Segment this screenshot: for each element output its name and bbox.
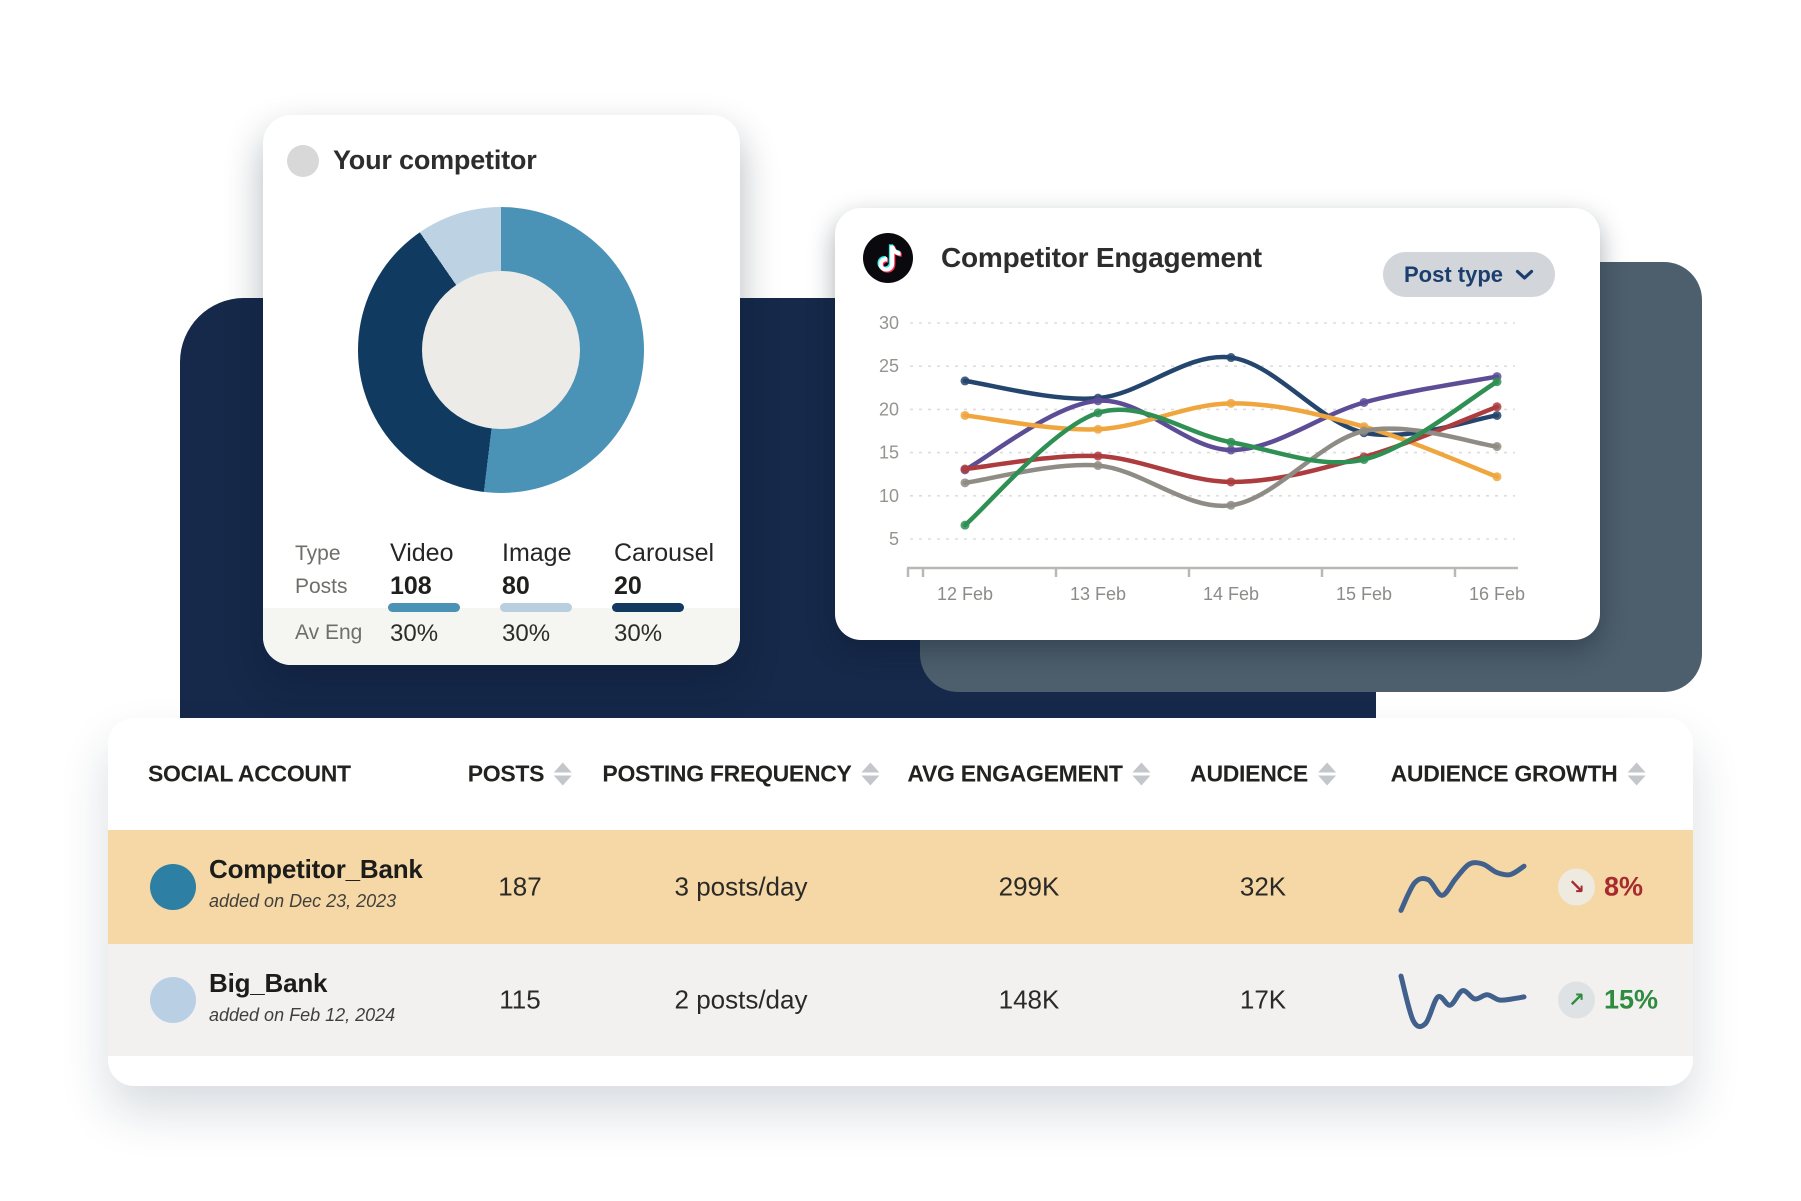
column-header-posts[interactable]: POSTS: [468, 761, 573, 788]
post-type-donut-chart: [358, 207, 644, 493]
audience-cell: 17K: [1239, 984, 1287, 1015]
accounts-table: SOCIAL ACCOUNT POSTS POSTING FREQUENCY A…: [108, 718, 1693, 1086]
table-row[interactable]: Big_Bank added on Feb 12, 2024 115 2 pos…: [108, 944, 1693, 1056]
chevron-down-icon: [1515, 269, 1534, 280]
growth-arrow-icon: ↗: [1558, 981, 1595, 1019]
stat-posts-value: 80: [502, 572, 530, 600]
post-type-dropdown[interactable]: Post type: [1383, 252, 1555, 297]
avg-engagement-strip: [263, 608, 740, 665]
account-name: Competitor_Bank: [209, 854, 423, 884]
account-added-date: added on Dec 23, 2023: [209, 891, 397, 911]
svg-text:13 Feb: 13 Feb: [1070, 584, 1126, 604]
stat-column-video: Video 108 30%: [388, 539, 500, 651]
svg-text:30: 30: [879, 313, 899, 333]
svg-text:20: 20: [879, 399, 899, 419]
frequency-cell: 2 posts/day: [674, 984, 808, 1015]
account-avatar: [150, 977, 196, 1023]
table-header-row: SOCIAL ACCOUNT POSTS POSTING FREQUENCY A…: [108, 718, 1693, 830]
account-avatar: [150, 864, 196, 910]
stat-aveng-value: 30%: [502, 620, 551, 647]
account-name: Big_Bank: [209, 968, 328, 998]
growth-percent: 15%: [1604, 984, 1659, 1015]
competitor-card-title: Your competitor: [333, 145, 537, 175]
posts-cell: 187: [498, 871, 542, 902]
engagement-line-chart: 30 25 20 15 10 5 12 Feb 13 Feb 14 Feb 15 Feb 16 Fe…: [879, 313, 1525, 604]
column-header-avg-engagement[interactable]: AVG ENGAGEMENT: [907, 761, 1151, 788]
stat-row-label-aveng: Av Eng: [295, 621, 363, 644]
stat-posts-value: 108: [390, 572, 432, 600]
svg-text:15: 15: [879, 443, 899, 463]
stat-posts-value: 20: [614, 572, 642, 600]
stat-column-image: Image 80 30%: [500, 539, 612, 651]
stat-aveng-value: 30%: [614, 620, 663, 647]
donut-hole: [422, 271, 580, 429]
table-row[interactable]: Competitor_Bank added on Dec 23, 2023 18…: [108, 830, 1693, 944]
stat-type-label: Carousel: [614, 539, 715, 567]
stat-underline-bar: [388, 603, 460, 612]
stat-aveng-value: 30%: [390, 620, 439, 647]
post-type-dropdown-label: Post type: [1403, 261, 1504, 287]
posts-cell: 115: [499, 984, 541, 1015]
frequency-cell: 3 posts/day: [674, 871, 808, 902]
svg-text:12 Feb: 12 Feb: [937, 584, 993, 604]
column-header-social-account: SOCIAL ACCOUNT: [148, 760, 351, 787]
svg-text:5: 5: [889, 529, 899, 549]
engagement-card: Competitor Engagement Post type 30 25 20 15…: [835, 208, 1600, 640]
tiktok-icon: [863, 233, 913, 283]
stat-underline-bar: [612, 603, 684, 612]
stat-type-label: Image: [502, 539, 572, 567]
column-header-audience-growth[interactable]: AUDIENCE GROWTH: [1391, 761, 1646, 788]
stat-type-label: Video: [390, 539, 454, 567]
column-header-audience[interactable]: AUDIENCE: [1190, 761, 1336, 788]
svg-text:25: 25: [879, 356, 899, 376]
stat-row-label-type: Type: [295, 542, 341, 565]
audience-growth-sparkline: [1398, 973, 1527, 1030]
account-cell: Competitor_Bank added on Dec 23, 2023: [209, 854, 423, 912]
competitor-avatar: [287, 145, 319, 177]
svg-text:15 Feb: 15 Feb: [1336, 584, 1392, 604]
svg-text:16 Feb: 16 Feb: [1469, 584, 1525, 604]
account-added-date: added on Feb 12, 2024: [209, 1005, 396, 1025]
svg-text:10: 10: [879, 486, 899, 506]
engagement-card-title: Competitor Engagement: [941, 242, 1262, 273]
growth-indicator: ↗ 15%: [1558, 981, 1659, 1019]
growth-arrow-icon: ↘: [1558, 868, 1595, 906]
sort-icon[interactable]: [1132, 762, 1151, 786]
sort-icon[interactable]: [554, 762, 573, 786]
stat-underline-bar: [500, 603, 572, 612]
audience-growth-sparkline: [1398, 860, 1527, 913]
svg-text:14 Feb: 14 Feb: [1203, 584, 1259, 604]
sort-icon[interactable]: [1627, 762, 1646, 786]
stat-column-carousel: Carousel 20 30%: [612, 539, 724, 651]
column-header-posting-frequency[interactable]: POSTING FREQUENCY: [602, 761, 880, 788]
growth-indicator: ↘ 8%: [1558, 868, 1644, 906]
sort-icon[interactable]: [861, 762, 880, 786]
competitor-card: Your competitor Type Posts Av Eng Video …: [263, 115, 740, 665]
sort-icon[interactable]: [1317, 762, 1336, 786]
avg-engagement-cell: 148K: [998, 984, 1060, 1015]
growth-percent: 8%: [1604, 871, 1644, 902]
stat-row-label-posts: Posts: [295, 575, 348, 598]
avg-engagement-cell: 299K: [998, 871, 1060, 902]
audience-cell: 32K: [1239, 871, 1287, 902]
account-cell: Big_Bank added on Feb 12, 2024: [209, 968, 395, 1026]
